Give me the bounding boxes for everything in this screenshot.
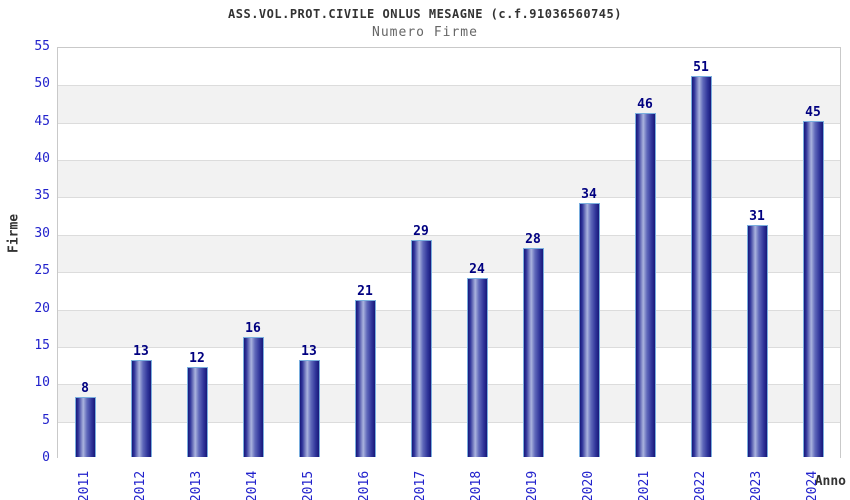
x-axis-tick-label: 2015 — [301, 470, 317, 500]
bar-value-label: 34 — [581, 186, 597, 202]
x-tick-box: 2011 — [63, 464, 107, 500]
x-axis-tick-label: 2021 — [637, 470, 653, 500]
y-gridline — [58, 85, 840, 87]
y-gridline — [58, 309, 840, 311]
bar — [522, 247, 544, 457]
bar-value-label: 13 — [133, 343, 149, 359]
x-axis-tick-label: 2019 — [525, 470, 541, 500]
bar — [130, 359, 152, 457]
y-gridline — [58, 122, 840, 124]
bar-value-label: 45 — [805, 104, 821, 120]
x-axis-tick-label: 2017 — [413, 470, 429, 500]
x-axis-tick-label: 2022 — [693, 470, 709, 500]
bar-value-label: 8 — [81, 381, 89, 397]
chart-title: ASS.VOL.PROT.CIVILE ONLUS MESAGNE (c.f.9… — [228, 7, 622, 21]
bar — [410, 240, 432, 457]
x-tick-box: 2017 — [399, 464, 443, 500]
plot-band — [58, 160, 840, 198]
x-axis-title: Anno — [814, 474, 846, 489]
y-axis-tick-label: 25 — [34, 263, 50, 279]
plot-band — [58, 272, 840, 310]
y-axis-tick-label: 50 — [34, 76, 50, 92]
x-axis-tick-label: 2020 — [581, 470, 597, 500]
bar-value-label: 28 — [525, 231, 541, 247]
y-gridline — [58, 346, 840, 348]
y-gridline — [58, 272, 840, 274]
x-tick-box: 2014 — [231, 464, 275, 500]
bar — [186, 367, 208, 457]
x-axis-tick-label: 2011 — [77, 470, 93, 500]
y-axis-tick-label: 30 — [34, 225, 50, 241]
plot-band — [58, 85, 840, 123]
bar — [802, 120, 824, 457]
bar-value-label: 29 — [413, 224, 429, 240]
x-tick-box: 2018 — [455, 464, 499, 500]
bar-value-label: 46 — [637, 97, 653, 113]
x-tick-box: 2016 — [343, 464, 387, 500]
x-axis-tick-label: 2014 — [245, 470, 261, 500]
bar — [354, 300, 376, 457]
x-tick-box: 2013 — [175, 464, 219, 500]
y-gridline — [58, 160, 840, 162]
bar — [634, 113, 656, 457]
x-axis-tick-label: 2013 — [189, 470, 205, 500]
y-axis-tick-label: 10 — [34, 375, 50, 391]
plot-band — [58, 122, 840, 161]
bar-value-label: 12 — [189, 351, 205, 367]
y-axis-tick-label: 15 — [34, 337, 50, 353]
bar-value-label: 16 — [245, 321, 261, 337]
y-gridline — [58, 384, 840, 386]
x-tick-box: 2019 — [511, 464, 555, 500]
x-tick-box: 2020 — [567, 464, 611, 500]
y-gridline — [58, 421, 840, 423]
bar-value-label: 31 — [749, 209, 765, 225]
x-tick-box: 2023 — [735, 464, 779, 500]
bar — [690, 75, 712, 457]
plot-band — [58, 384, 840, 422]
x-tick-box: 2024 — [791, 464, 835, 500]
x-tick-box: 2012 — [119, 464, 163, 500]
y-axis-tick-label: 45 — [34, 113, 50, 129]
y-axis-tick-label: 35 — [34, 188, 50, 204]
bar-value-label: 51 — [693, 59, 709, 75]
bar — [746, 225, 768, 457]
y-gridline — [58, 234, 840, 236]
bar-value-label: 24 — [469, 261, 485, 277]
y-gridline — [58, 197, 840, 199]
y-axis-tick-label: 40 — [34, 151, 50, 167]
plot-band — [58, 197, 840, 235]
bar — [242, 337, 264, 457]
x-axis-tick-label: 2024 — [805, 470, 821, 500]
bar — [74, 397, 96, 457]
x-axis-tick-label: 2016 — [357, 470, 373, 500]
x-axis-tick-label: 2012 — [133, 470, 149, 500]
chart-plot-area — [57, 47, 841, 459]
y-axis-tick-label: 5 — [42, 412, 50, 428]
chart-subtitle: Numero Firme — [372, 25, 478, 40]
bar-value-label: 13 — [301, 343, 317, 359]
x-axis-tick-label: 2023 — [749, 470, 765, 500]
bar — [578, 202, 600, 457]
bar — [466, 277, 488, 457]
bar-value-label: 21 — [357, 284, 373, 300]
x-axis-tick-label: 2018 — [469, 470, 485, 500]
x-tick-box: 2015 — [287, 464, 331, 500]
x-tick-box: 2021 — [623, 464, 667, 500]
plot-band — [58, 309, 840, 347]
y-axis-tick-label: 20 — [34, 300, 50, 316]
y-axis-tick-label: 0 — [42, 450, 50, 465]
y-axis-tick-label: 55 — [34, 39, 50, 54]
bar — [298, 359, 320, 457]
x-tick-box: 2022 — [679, 464, 723, 500]
plot-band — [58, 421, 840, 459]
